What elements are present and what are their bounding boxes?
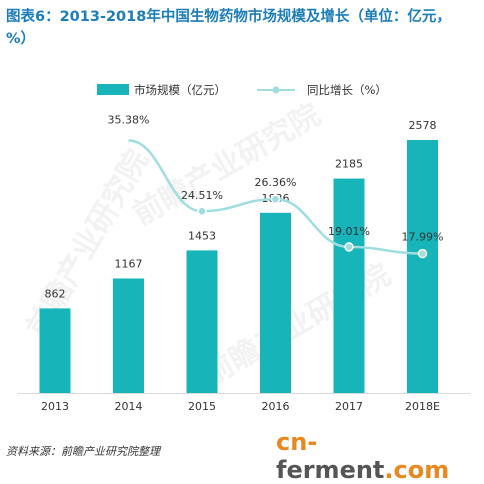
x-tick-label: 2017	[335, 400, 363, 413]
bar-value-label: 1167	[115, 257, 143, 270]
growth-value-label: 35.38%	[108, 114, 150, 127]
legend-line-label: 同比增长（%）	[307, 83, 387, 97]
source-note: 资料来源：前瞻产业研究院整理	[6, 445, 160, 458]
growth-point	[270, 194, 281, 204]
bar-value-label: 2578	[409, 119, 437, 132]
bar-value-label: 862	[45, 287, 66, 300]
bar-value-label: 1453	[188, 229, 216, 242]
growth-point	[197, 206, 207, 216]
x-tick-label: 2015	[188, 400, 216, 413]
logo-part-3: .com	[384, 456, 450, 484]
bar	[260, 212, 291, 393]
chart-title: 图表6：2013-2018年中国生物药物市场规模及增长（单位：亿元，%）	[6, 9, 451, 47]
x-tick-label: 2018E	[405, 400, 440, 413]
growth-value-label: 19.01%	[328, 225, 370, 238]
legend-bar-swatch	[97, 84, 129, 95]
growth-value-label: 17.99%	[402, 231, 444, 244]
bar	[407, 140, 438, 393]
logo-part-2: ferment	[276, 456, 385, 484]
chart-plot: 8622013116720141453201518362016218520172…	[18, 114, 470, 413]
bar	[113, 278, 144, 393]
growth-value-label: 24.51%	[181, 189, 223, 202]
logo-part-1: cn-	[276, 428, 318, 456]
growth-point	[417, 248, 428, 259]
x-tick-label: 2016	[262, 400, 290, 413]
x-tick-label: 2013	[41, 400, 69, 413]
bar-value-label: 2185	[335, 158, 363, 171]
site-logo: cn-ferment.com	[276, 428, 484, 484]
bar	[333, 178, 365, 393]
legend: 市场规模（亿元） 同比增长（%）	[0, 82, 484, 98]
bar	[186, 250, 218, 393]
growth-value-label: 26.36%	[255, 176, 297, 189]
x-tick-label: 2014	[115, 400, 143, 413]
growth-point	[344, 242, 354, 252]
legend-line-swatch	[257, 86, 295, 94]
bar	[39, 308, 71, 393]
legend-bar-label: 市场规模（亿元）	[134, 83, 226, 97]
